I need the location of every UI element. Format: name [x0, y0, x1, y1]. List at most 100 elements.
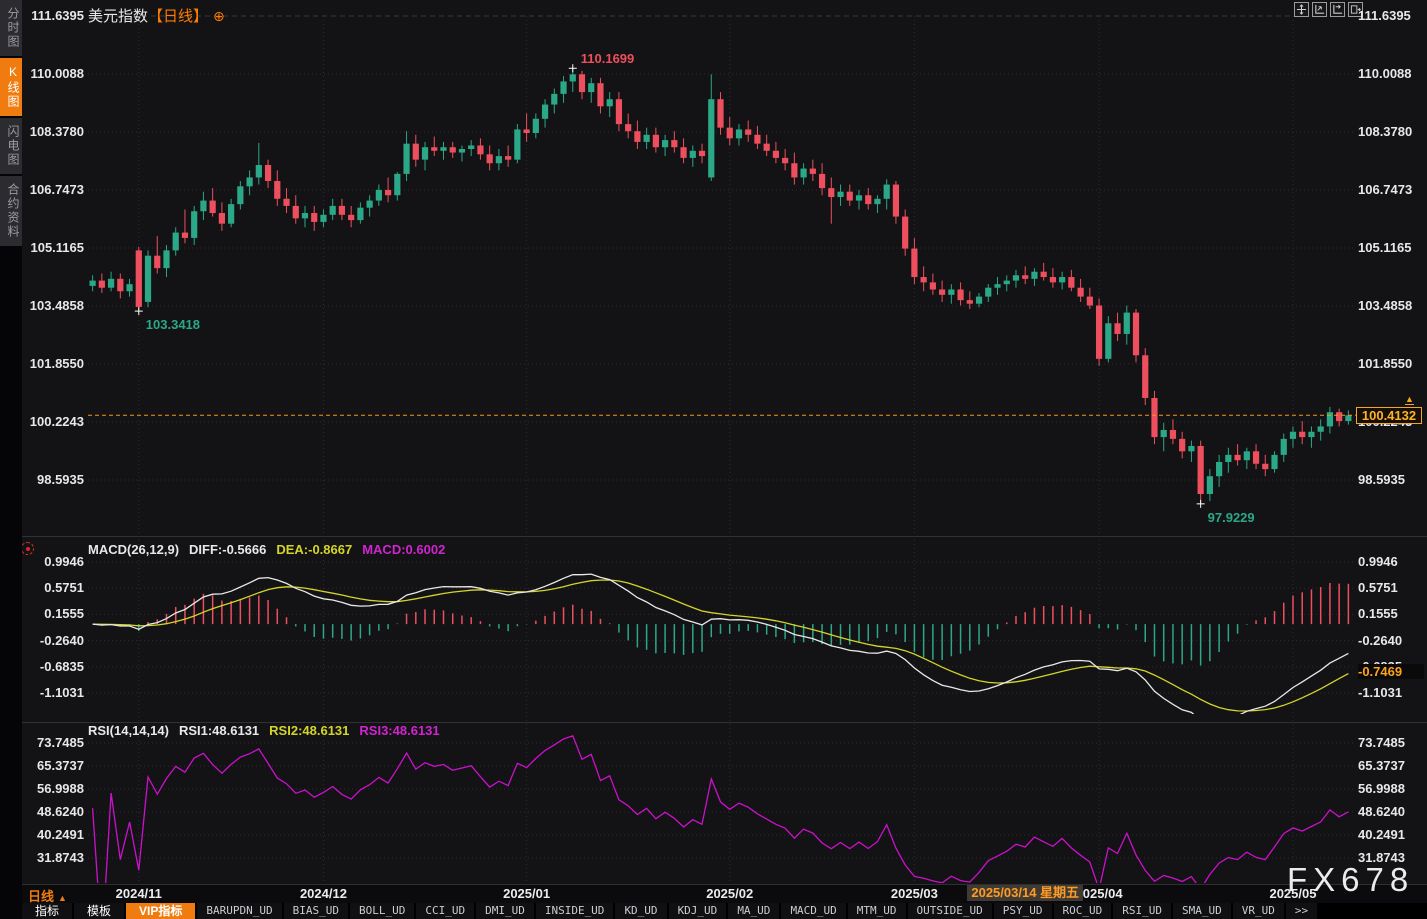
month-tick-label: 2025/05: [1269, 886, 1317, 901]
indicator-item-outside[interactable]: OUTSIDE_UD: [907, 903, 994, 919]
macd-axis-label: -0.6835: [39, 658, 84, 674]
macd-diff-value: DIFF:-0.5666: [189, 542, 267, 557]
macd-name: MACD(26,12,9): [88, 542, 180, 557]
current-price-tag: 100.4132: [1356, 407, 1422, 425]
price-axis-label: 108.3780: [29, 124, 84, 139]
rsi-axis-label: 73.7485: [37, 735, 84, 750]
macd-axis-label: -0.2640: [39, 632, 84, 648]
price-axis-label: 105.1165: [1358, 240, 1412, 255]
price-axis-label: 100.2243: [29, 413, 84, 429]
tab-indicators[interactable]: 指标: [22, 903, 75, 919]
price-axis-label: 103.4858: [29, 297, 84, 313]
indicator-item-macd[interactable]: MACD_UD: [781, 903, 848, 919]
macd-axis-label: 0.5751: [44, 580, 84, 596]
indicator-item-dmi[interactable]: DMI_UD: [476, 903, 536, 919]
price-axis-label: 111.6395: [31, 8, 84, 23]
rsi-axis-label: 31.8743: [37, 850, 84, 865]
month-tick-label: 2025/03: [890, 886, 938, 901]
rsi-axis-label: 40.2491: [37, 827, 84, 842]
macd-axis-label: -1.1031: [39, 685, 84, 700]
period-tag: 【日线】: [148, 8, 209, 25]
crosshair-icon[interactable]: [1294, 2, 1309, 17]
price-axis-label: 106.7473: [29, 181, 84, 197]
rsi-axis-label: 65.3737: [1358, 757, 1405, 773]
high-price-annotation: 110.1699: [580, 51, 635, 67]
add-indicator-icon[interactable]: ⊕: [213, 8, 225, 24]
tab-vip-indicators[interactable]: VIP指标: [126, 903, 198, 919]
selected-date-label: 2025/03/14 星期五: [967, 885, 1084, 901]
macd-macd-value: MACD:0.6002: [362, 542, 446, 557]
month-tick-label: 2025/01: [503, 886, 551, 901]
indicator-item-ma[interactable]: MA_UD: [728, 903, 782, 919]
price-tag-pin-icon: ▲: [1405, 394, 1414, 406]
indicator-item-barupdn[interactable]: BARUPDN_UD: [197, 903, 284, 919]
month-tick-label: 2025/02: [706, 886, 754, 901]
month-tick-label: 2024/12: [299, 886, 347, 901]
period-selector[interactable]: 日线 ▲: [28, 886, 67, 905]
macd-dea-value: DEA:-0.8667: [276, 542, 353, 557]
rsi-axis-label: 40.2491: [1358, 827, 1405, 842]
indicator-item-roc[interactable]: ROC_UD: [1053, 903, 1114, 919]
toolbar-more-button[interactable]: >>: [1285, 903, 1320, 919]
price-axis-label: 105.1165: [30, 240, 84, 255]
symbol-name: 美元指数: [88, 8, 149, 25]
price-axis-label: 108.3780: [1358, 124, 1413, 139]
macd-axis-label: -0.2640: [1358, 632, 1403, 648]
price-axis-label: 111.6395: [1358, 8, 1411, 23]
left-sidebar: 分时图 K线图 闪电图 合约资料: [0, 0, 22, 919]
rsi-name: RSI(14,14,14): [88, 723, 169, 738]
rsi1-value: RSI1:48.6131: [178, 723, 260, 738]
price-axis-label: 101.8550: [1358, 356, 1413, 371]
rsi2-value: RSI2:48.6131: [269, 723, 350, 738]
macd-axis-label: 0.1555: [44, 606, 84, 622]
lowest-price-annotation: 97.9229: [1207, 509, 1255, 525]
rsi-axis-label: 31.8743: [1358, 850, 1405, 865]
indicator-item-rsi[interactable]: RSI_UD: [1113, 903, 1174, 919]
sidebar-item-contract-info[interactable]: 合约资料: [0, 176, 22, 246]
bottom-toolbar: 指标 模板 VIP指标 BARUPDN_UD BIAS_UD BOLL_UD C…: [22, 903, 1427, 919]
indicator-item-psy[interactable]: PSY_UD: [993, 903, 1054, 919]
macd-axis-label: 0.9946: [1358, 554, 1398, 569]
month-tick-label: 2025/04: [1075, 886, 1123, 901]
tab-templates[interactable]: 模板: [74, 903, 127, 919]
price-axis-label: 110.0088: [1358, 65, 1412, 81]
macd-axis-label: 0.9946: [44, 554, 84, 569]
price-axis-label: 101.8550: [29, 356, 84, 371]
rsi-axis-label: 73.7485: [1358, 735, 1405, 750]
sidebar-item-flash-chart[interactable]: 闪电图: [0, 118, 22, 174]
indicator-item-boll[interactable]: BOLL_UD: [349, 903, 417, 919]
rsi-header: RSI(14,14,14) RSI1:48.6131 RSI2:48.6131 RSI…: [88, 723, 440, 738]
month-tick-label: 2024/11: [115, 886, 162, 901]
price-axis-label: 106.7473: [1358, 181, 1413, 197]
indicator-item-cci[interactable]: CCI_UD: [416, 903, 477, 919]
rsi-axis-label: 65.3737: [37, 757, 84, 773]
fit-y-axis-icon[interactable]: [1330, 2, 1345, 17]
indicator-item-vr[interactable]: VR_UD: [1232, 903, 1286, 919]
price-axis-label: 103.4858: [1358, 297, 1413, 313]
sidebar-item-timeline-chart[interactable]: 分时图: [0, 0, 22, 56]
price-axis-label: 110.0088: [30, 65, 84, 81]
fit-x-axis-icon[interactable]: [1312, 2, 1327, 17]
rsi-axis-label: 48.6240: [37, 803, 84, 819]
sidebar-item-kline-chart[interactable]: K线图: [0, 58, 22, 116]
current-macd-tag: -0.7469: [1358, 663, 1424, 679]
rsi-axis-label: 56.9988: [1358, 781, 1405, 796]
indicator-item-inside[interactable]: INSIDE_UD: [535, 903, 616, 919]
rsi-axis-label: 48.6240: [1358, 803, 1405, 819]
collapse-panel-icon[interactable]: [1348, 2, 1363, 17]
indicator-item-mtm[interactable]: MTM_UD: [847, 903, 908, 919]
chart-title: 美元指数【日线】 ⊕: [88, 5, 225, 26]
indicator-item-kd[interactable]: KD_UD: [615, 903, 669, 919]
top-right-controls: [1294, 2, 1363, 17]
indicator-item-kdj[interactable]: KDJ_UD: [668, 903, 729, 919]
price-axis-label: 98.5935: [1358, 472, 1405, 487]
indicator-item-bias[interactable]: BIAS_UD: [283, 903, 350, 919]
macd-axis-label: 0.5751: [1358, 580, 1398, 596]
rsi-axis-label: 56.9988: [37, 781, 84, 796]
low-price-annotation: 103.3418: [145, 317, 201, 333]
macd-axis-label: 0.1555: [1358, 606, 1398, 622]
macd-header: MACD(26,12,9) DIFF:-0.5666 DEA:-0.8667 MACD…: [88, 542, 445, 557]
indicator-item-sma[interactable]: SMA_UD: [1173, 903, 1233, 919]
